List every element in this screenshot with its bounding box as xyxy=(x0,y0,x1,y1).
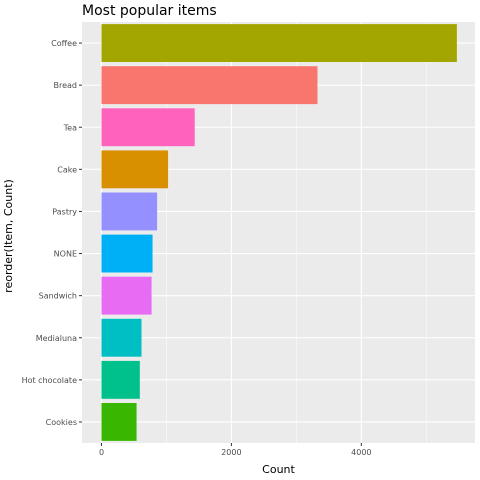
bar-sandwich xyxy=(101,276,152,315)
bar-cake xyxy=(101,150,169,189)
y-tick-label: Tea xyxy=(63,123,77,132)
bar-pastry xyxy=(101,192,158,231)
x-tick-label: 0 xyxy=(99,448,104,457)
bar-hot-chocolate xyxy=(101,360,140,399)
plot-panel: Coffee Bread Tea Cake Pastry NONE Sandwich Medi… xyxy=(22,22,475,457)
y-tick-label: Coffee xyxy=(51,39,77,48)
bar-none xyxy=(101,234,153,273)
y-axis-title: reorder(Item, Count) xyxy=(2,179,15,293)
x-tick-label: 4000 xyxy=(351,448,371,457)
chart-title: Most popular items xyxy=(82,3,217,19)
x-tick-label: 2000 xyxy=(221,448,241,457)
bar-tea xyxy=(101,108,195,147)
bar-coffee xyxy=(101,24,457,62)
y-tick-label: Hot chocolate xyxy=(22,376,78,385)
y-tick-label: NONE xyxy=(54,250,77,259)
y-tick-label: Bread xyxy=(53,81,77,90)
x-axis-title: Count xyxy=(262,463,295,476)
bar-cookies xyxy=(101,403,137,441)
y-tick-label: Sandwich xyxy=(39,292,77,301)
y-tick-label: Medialuna xyxy=(36,334,77,343)
y-tick-label: Cookies xyxy=(46,418,77,427)
y-tick-label: Pastry xyxy=(52,207,77,216)
bar-bread xyxy=(101,66,318,105)
bar-medialuna xyxy=(101,318,142,357)
y-tick-label: Cake xyxy=(57,165,77,174)
